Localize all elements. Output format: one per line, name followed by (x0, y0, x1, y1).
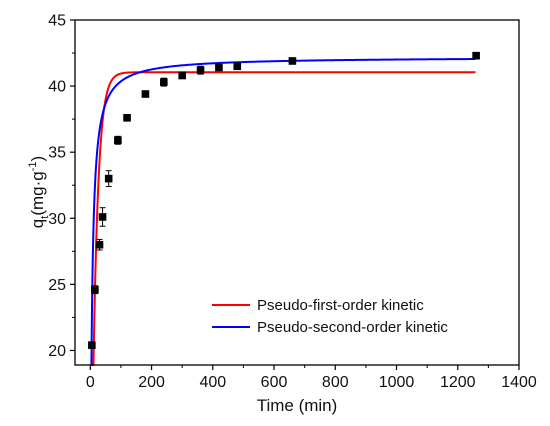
legend: Pseudo-first-order kinetic Pseudo-second… (212, 297, 448, 336)
data-point (98, 213, 107, 221)
x-axis: 0 200 400 600 800 1000 1200 1400 (86, 365, 537, 391)
data-point (91, 285, 99, 294)
data-point (288, 57, 297, 65)
y-axis-title-sub: t (39, 216, 51, 219)
legend-label-first-order: Pseudo-first-order kinetic (257, 297, 424, 314)
y-tick-label: 30 (48, 211, 66, 228)
data-point (160, 78, 168, 86)
y-axis-title-base: q (28, 219, 47, 228)
y-tick-label: 20 (48, 343, 66, 360)
data-point (104, 174, 113, 183)
plot-frame (74, 19, 520, 366)
y-axis-title-sup: -1 (27, 161, 39, 171)
x-tick-label: 1400 (501, 374, 537, 391)
y-axis: 20 25 30 35 40 45 (48, 13, 75, 360)
data-point (215, 63, 223, 72)
x-tick-label: 600 (261, 374, 288, 391)
x-tick-label: 400 (199, 374, 226, 391)
y-axis-title-rest: (mg·g (28, 171, 47, 215)
y-axis-title-close: ) (28, 156, 47, 162)
y-axis-title: qt(mg·g-1) (27, 156, 51, 228)
data-point (141, 90, 150, 98)
first-order-fit-line (91, 71, 476, 366)
x-tick-label: 1000 (379, 374, 415, 391)
y-tick-label: 35 (48, 145, 66, 162)
y-tick-label: 25 (48, 277, 66, 294)
y-tick-label: 40 (48, 79, 66, 96)
legend-label-second-order: Pseudo-second-order kinetic (257, 319, 448, 336)
data-point (233, 62, 242, 71)
data-point (196, 66, 205, 75)
x-tick-label: 200 (138, 374, 165, 391)
x-axis-title: Time (min) (257, 396, 338, 415)
data-point (114, 136, 122, 145)
x-tick-label: 1200 (440, 374, 476, 391)
data-point (95, 240, 104, 249)
second-order-fit-line (90, 58, 476, 366)
data-point (178, 71, 186, 80)
x-tick-label: 800 (322, 374, 349, 391)
data-point (123, 114, 131, 122)
points-layer (88, 51, 480, 349)
curves-layer (90, 58, 476, 366)
data-point (472, 51, 480, 60)
data-point (88, 341, 96, 349)
x-tick-label: 0 (86, 374, 95, 391)
y-tick-label: 45 (48, 13, 66, 30)
